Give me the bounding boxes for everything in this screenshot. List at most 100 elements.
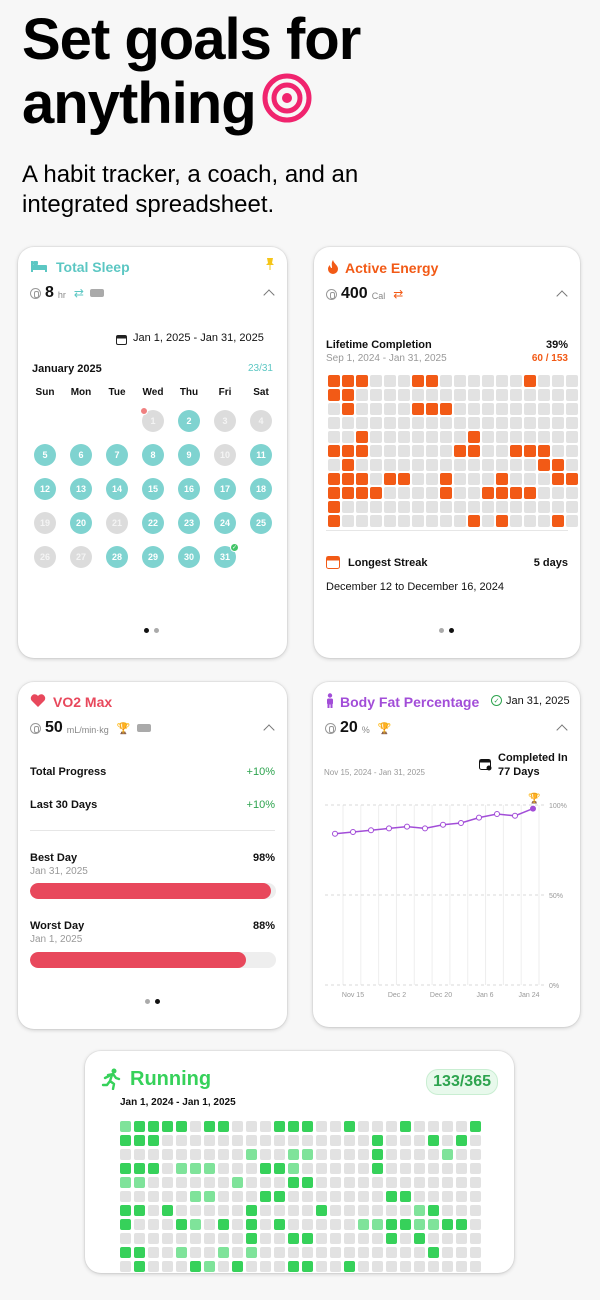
calendar-day[interactable]: 8: [142, 444, 164, 466]
heatmap-cell: [456, 1135, 467, 1146]
vo2-card[interactable]: VO2 Max 50 mL/min·kg 🏆 Total Progress +1…: [18, 682, 287, 1029]
page-dot[interactable]: [449, 628, 454, 633]
calendar-day[interactable]: 23: [178, 512, 200, 534]
heatmap-cell: [482, 515, 494, 527]
heatmap-cell: [510, 487, 522, 499]
calendar-day[interactable]: 4: [250, 410, 272, 432]
bodyfat-range: Nov 15, 2024 - Jan 31, 2025: [324, 768, 425, 777]
heatmap-cell: [442, 1205, 453, 1216]
heatmap-cell: [400, 1177, 411, 1188]
heatmap-cell: [356, 389, 368, 401]
calendar-day[interactable]: 14: [106, 478, 128, 500]
calendar-day[interactable]: 10: [214, 444, 236, 466]
calendar-check-icon: [479, 758, 492, 776]
calendar-day[interactable]: 2: [178, 410, 200, 432]
calendar-day[interactable]: 27: [70, 546, 92, 568]
heatmap-cell: [454, 389, 466, 401]
heatmap-cell: [468, 515, 480, 527]
heatmap-cell: [468, 487, 480, 499]
heatmap-cell: [358, 1205, 369, 1216]
calendar-day[interactable]: 19: [34, 512, 56, 534]
heatmap-cell: [442, 1233, 453, 1244]
last30-value: +10%: [246, 799, 275, 811]
calendar-day[interactable]: 1: [140, 407, 164, 432]
pin-icon[interactable]: [265, 257, 275, 276]
heatmap-cell: [344, 1177, 355, 1188]
page-dot[interactable]: [439, 628, 444, 633]
calendar-day[interactable]: 25: [250, 512, 272, 534]
bodyfat-card[interactable]: Body Fat Percentage ✓ Jan 31, 2025 20 % …: [313, 682, 580, 1027]
calendar-day[interactable]: 17: [214, 478, 236, 500]
page-dot[interactable]: [155, 999, 160, 1004]
page-dot[interactable]: [144, 628, 149, 633]
heatmap-cell: [566, 417, 578, 429]
heatmap-cell: [120, 1135, 131, 1146]
running-card[interactable]: Running 133/365 Jan 1, 2024 - Jan 1, 202…: [85, 1051, 514, 1273]
calendar-day[interactable]: 31 ✓: [214, 543, 239, 568]
calendar-day[interactable]: 28: [106, 546, 128, 568]
heatmap-cell: [482, 445, 494, 457]
collapse-chevron-icon[interactable]: [263, 289, 275, 301]
heatmap-cell: [316, 1149, 327, 1160]
sleep-card[interactable]: Total Sleep 8 hr ⇄ Jan 1, 2025 - Jan 31,…: [18, 247, 287, 658]
collapse-chevron-icon[interactable]: [556, 724, 568, 736]
running-count-badge: 133/365: [426, 1069, 498, 1095]
heatmap-cell: [218, 1191, 229, 1202]
heatmap-cell: [440, 375, 452, 387]
heatmap-cell: [148, 1163, 159, 1174]
page-dot[interactable]: [145, 999, 150, 1004]
calendar-day[interactable]: 12: [34, 478, 56, 500]
heatmap-cell: [496, 473, 508, 485]
heatmap-cell: [524, 431, 536, 443]
calendar-day[interactable]: 6: [70, 444, 92, 466]
heatmap-cell: [204, 1219, 215, 1230]
heatmap-cell: [400, 1205, 411, 1216]
collapse-chevron-icon[interactable]: [263, 724, 275, 736]
calendar-day[interactable]: 11: [250, 444, 272, 466]
calendar-day[interactable]: 30: [178, 546, 200, 568]
calendar-day[interactable]: 29: [142, 546, 164, 568]
energy-card[interactable]: Active Energy 400 Cal ⇄ Lifetime Complet…: [314, 247, 580, 658]
heatmap-cell: [386, 1177, 397, 1188]
page-dot[interactable]: [154, 628, 159, 633]
sleep-goal-row: 8 hr ⇄: [30, 284, 104, 302]
heatmap-cell: [356, 515, 368, 527]
calendar-day[interactable]: 21: [106, 512, 128, 534]
calendar-day[interactable]: 15: [142, 478, 164, 500]
calendar-day[interactable]: 22: [142, 512, 164, 534]
calendar-day[interactable]: 13: [70, 478, 92, 500]
calendar-day[interactable]: 16: [178, 478, 200, 500]
sleep-value: 8: [45, 284, 54, 301]
sleep-date-range[interactable]: Jan 1, 2025 - Jan 31, 2025: [133, 332, 264, 344]
heatmap-cell: [134, 1205, 145, 1216]
target-icon: [262, 72, 312, 136]
heatmap-cell: [398, 375, 410, 387]
heatmap-cell: [190, 1247, 201, 1258]
heatmap-cell: [232, 1191, 243, 1202]
heatmap-cell: [190, 1177, 201, 1188]
calendar-day[interactable]: 9: [178, 444, 200, 466]
heatmap-cell: [372, 1191, 383, 1202]
calendar-day[interactable]: 24: [214, 512, 236, 534]
heatmap-cell: [468, 501, 480, 513]
calendar-day[interactable]: 5: [34, 444, 56, 466]
heatmap-cell: [260, 1233, 271, 1244]
goal-trophy-icon: 🏆: [528, 792, 541, 805]
heatmap-cell: [274, 1121, 285, 1132]
heatmap-cell: [344, 1205, 355, 1216]
calendar-day[interactable]: 26: [34, 546, 56, 568]
collapse-chevron-icon[interactable]: [556, 290, 568, 302]
calendar-day[interactable]: 20: [70, 512, 92, 534]
heatmap-cell: [538, 473, 550, 485]
heatmap-cell: [470, 1121, 481, 1132]
calendar-day[interactable]: 3: [214, 410, 236, 432]
calendar-day[interactable]: 7: [106, 444, 128, 466]
heatmap-cell: [456, 1247, 467, 1258]
calendar-day[interactable]: 18: [250, 478, 272, 500]
heatmap-cell: [302, 1233, 313, 1244]
heatmap-cell: [356, 445, 368, 457]
heatmap-cell: [384, 473, 396, 485]
heatmap-cell: [328, 459, 340, 471]
heatmap-cell: [470, 1177, 481, 1188]
heatmap-cell: [482, 459, 494, 471]
